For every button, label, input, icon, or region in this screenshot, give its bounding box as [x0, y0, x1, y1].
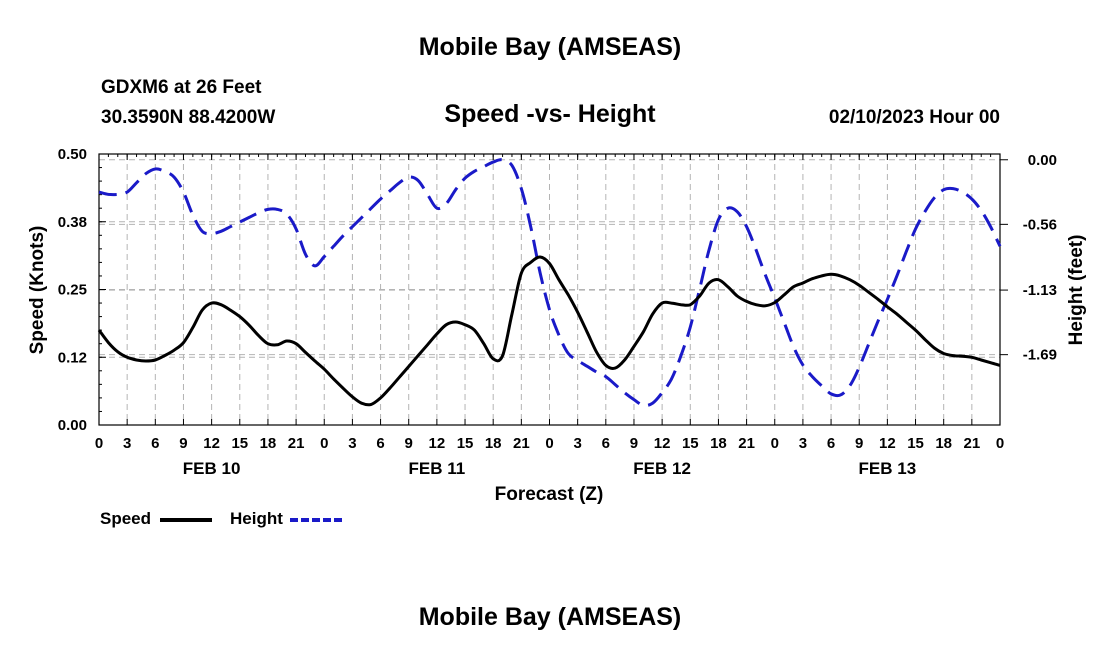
y-left-tick-label: 0.38 [58, 214, 87, 231]
x-tick-label: 3 [573, 435, 581, 452]
legend-speed-swatch [160, 518, 212, 522]
x-tick-label: 21 [738, 435, 755, 452]
speed-height-chart: 0 3 6 9 12 15 18 21 0 3 6 9 12 15 18 21 0 3 6 9 12 15 18 21 0 3 6 9… [27, 146, 1087, 505]
x-tick-label: 12 [203, 435, 220, 452]
x-tick-label: 9 [630, 435, 638, 452]
x-tick-label: 15 [682, 435, 699, 452]
x-tick-label: 6 [827, 435, 835, 452]
speed-series-line [97, 255, 1001, 407]
chart-title: Speed -vs- Height [444, 100, 656, 128]
y-right-tick-label: -1.69 [1023, 347, 1057, 364]
y-right-tick-label: -0.56 [1023, 216, 1057, 233]
page-title: Mobile Bay (AMSEAS) [418, 33, 682, 61]
day-label: FEB 11 [409, 459, 466, 478]
ticks-layer [98, 153, 1008, 426]
x-tick-label: 12 [654, 435, 671, 452]
forecast-datetime: 02/10/2023 Hour 00 [828, 107, 1000, 128]
x-tick-label: 6 [376, 435, 384, 452]
legend-speed-label: Speed [100, 509, 152, 528]
x-tick-label: 3 [799, 435, 807, 452]
x-tick-label: 6 [602, 435, 610, 452]
x-tick-label: 0 [996, 435, 1004, 452]
day-label: FEB 12 [633, 459, 691, 478]
x-tick-label: 15 [231, 435, 248, 452]
x-tick-label: 15 [907, 435, 924, 452]
x-tick-label: 0 [545, 435, 553, 452]
grid-layer [99, 154, 1000, 425]
x-tick-label: 15 [457, 435, 474, 452]
y-right-tick-label: -1.13 [1023, 282, 1057, 299]
station-coordinates: 30.3590N 88.4200W [101, 107, 276, 128]
x-axis-title: Forecast (Z) [495, 484, 604, 505]
x-tick-label: 18 [935, 435, 952, 452]
legend-height-label: Height [230, 509, 283, 528]
y-axis-left-title: Speed (Knots) [27, 226, 48, 355]
x-tick-label: 0 [95, 435, 103, 452]
x-tick-label: 18 [260, 435, 277, 452]
y-left-tick-label: 0.50 [58, 146, 87, 163]
x-tick-label: 21 [288, 435, 305, 452]
footer-title: Mobile Bay (AMSEAS) [418, 603, 682, 631]
y-left-tick-label: 0.12 [58, 349, 87, 366]
x-tick-label: 3 [348, 435, 356, 452]
x-tick-label: 21 [513, 435, 530, 452]
x-tick-label: 12 [879, 435, 896, 452]
labels-layer: 0 3 6 9 12 15 18 21 0 3 6 9 12 15 18 21 0 3 6 9 12 15 18 21 0 3 6 9… [58, 146, 1057, 478]
x-tick-label: 0 [320, 435, 328, 452]
height-series-line [98, 158, 1002, 408]
day-label: FEB 13 [859, 459, 917, 478]
station-label: GDXM6 at 26 Feet [101, 77, 262, 98]
y-right-tick-label: 0.00 [1028, 152, 1057, 169]
x-tick-label: 9 [179, 435, 187, 452]
x-tick-label: 3 [123, 435, 131, 452]
x-tick-label: 6 [151, 435, 159, 452]
legend-height-swatch [290, 518, 342, 522]
y-axis-right-title: Height (feet) [1066, 235, 1087, 346]
x-tick-label: 9 [405, 435, 413, 452]
x-tick-label: 18 [485, 435, 502, 452]
x-tick-label: 9 [855, 435, 863, 452]
x-tick-label: 12 [429, 435, 446, 452]
day-label: FEB 10 [183, 459, 241, 478]
y-left-tick-label: 0.00 [58, 417, 87, 434]
x-tick-label: 0 [771, 435, 779, 452]
y-left-tick-label: 0.25 [58, 282, 87, 299]
x-tick-label: 18 [710, 435, 727, 452]
x-tick-label: 21 [964, 435, 981, 452]
